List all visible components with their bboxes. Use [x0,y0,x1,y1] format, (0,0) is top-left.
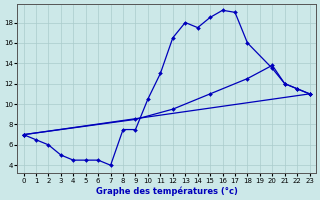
X-axis label: Graphe des températures (°c): Graphe des températures (°c) [96,186,237,196]
